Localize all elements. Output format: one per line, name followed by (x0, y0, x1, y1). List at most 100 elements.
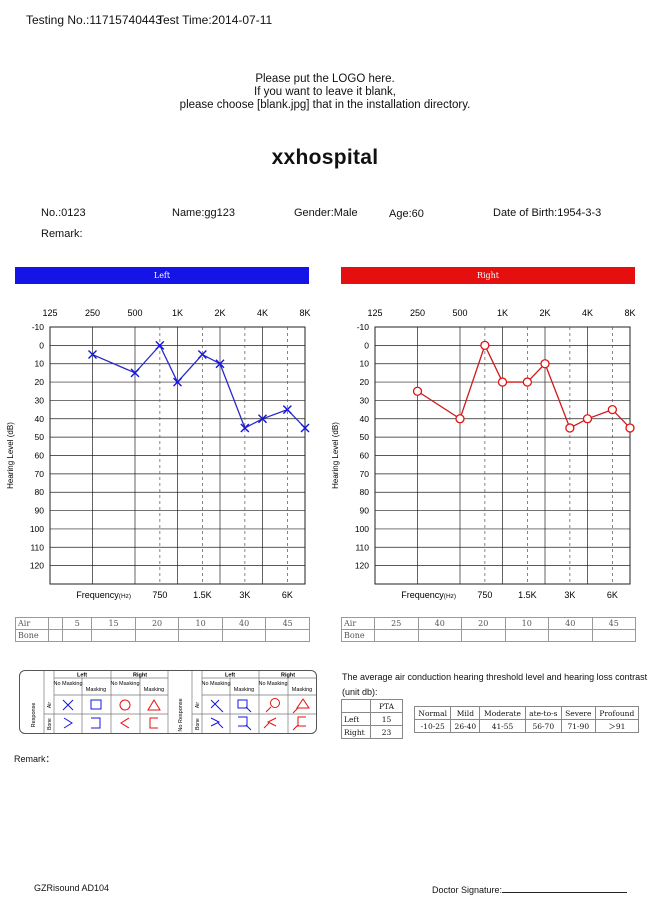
left-air-cell: 40 (221, 617, 267, 630)
logo-note-line3: please choose [blank.jpg] that in the in… (179, 99, 471, 111)
legend-bone: Bone (47, 718, 53, 730)
y-tick-label: 20 (360, 377, 370, 387)
y-tick-label: 120 (30, 561, 44, 571)
top-tick-label: 500 (452, 308, 467, 318)
right-air-cell: 20 (461, 617, 506, 630)
x-axis-unit: (Hz) (444, 593, 456, 600)
x-axis-label: Frequency(Hz) (401, 590, 456, 600)
y-axis-label: Hearing Level (dB) (6, 422, 15, 489)
legend-masking: Masking (144, 687, 164, 693)
grade-name: Severe (560, 706, 596, 720)
hearing-line (417, 343, 631, 429)
air-triangle-icon (147, 699, 161, 711)
nr-air-triangle-icon (296, 698, 310, 709)
y-tick-label: 70 (35, 469, 45, 479)
right-air-cell: 25 (374, 617, 419, 630)
data-point-circle-icon (607, 404, 618, 415)
legend-right-label-2: Right (281, 673, 295, 679)
top-tick-label: 4K (257, 308, 268, 318)
y-tick-label: 110 (355, 542, 369, 552)
legend-right-label: Right (133, 673, 147, 679)
y-tick-label: 50 (35, 432, 45, 442)
grade-range: 56-70 (524, 719, 562, 733)
data-point-circle-icon (412, 386, 423, 396)
data-point-x-icon (300, 423, 310, 433)
right-air-cell: 45 (591, 617, 636, 630)
data-point-x-icon (258, 414, 267, 424)
data-point-x-icon (282, 405, 292, 415)
left-ear-bar: Left (15, 267, 309, 284)
legend-air: Air (47, 702, 53, 708)
grade-name: ate-to-s (524, 706, 562, 720)
pta-right-label: Right (341, 725, 371, 739)
y-tick-label: 30 (360, 395, 370, 405)
y-tick-label: 90 (360, 506, 370, 516)
grade-range: 26-40 (450, 719, 481, 733)
summary-text: The average air conduction hearing thres… (342, 672, 648, 682)
left-values-table: Air 5 15 20 10 40 45 Bone (15, 617, 310, 642)
y-tick-label: -10 (32, 322, 45, 332)
doctor-signature-label: Doctor Signature: (432, 885, 503, 895)
right-ear-bar: Right (341, 267, 635, 284)
left-air-cell: 45 (265, 617, 310, 630)
right-audiogram: 125 250 500 1K 2K 4K 8K 750 1.5K 3K 6K -10 0 10 20 30 40… (331, 308, 636, 600)
nr-bone-lt-icon (266, 717, 277, 727)
legend-no-masking: No Masking (258, 681, 287, 687)
data-point-circle-icon (540, 359, 550, 369)
right-air-cell: 40 (417, 617, 462, 630)
y-tick-label: 100 (355, 524, 369, 534)
bone-bracket-icon (91, 717, 101, 729)
air-label: Air (341, 617, 375, 630)
left-bone-row: Bone (15, 629, 310, 642)
hospital-name: xxhospital (271, 146, 379, 169)
logo-note-line2: If you want to leave it blank, (254, 86, 396, 98)
summary-unit: (unit db): (342, 687, 378, 697)
y-tick-label: 0 (364, 340, 369, 350)
patient-number: No.:0123 (41, 207, 86, 219)
bottom-tick-label: 750 (477, 590, 492, 600)
top-tick-label: 8K (299, 308, 310, 318)
data-point-circle-icon (455, 414, 465, 424)
data-point-x-icon (197, 350, 207, 360)
bone-label: Bone (15, 629, 49, 642)
remark-label: Remark： (14, 754, 55, 764)
top-tick-label: 2K (214, 308, 225, 318)
nr-bone-bracket-icon (238, 716, 248, 727)
left-air-cell: 15 (91, 617, 136, 630)
pta-header: PTA (370, 699, 403, 713)
legend-no-masking: No Masking (201, 681, 230, 687)
data-point-circle-icon (522, 377, 533, 387)
y-tick-label: 0 (39, 340, 44, 350)
legend-masking: Masking (292, 687, 312, 693)
grade-range: ＞91 (594, 719, 640, 733)
left-air-cell: 20 (134, 617, 180, 630)
grade-range: 71-90 (560, 719, 596, 733)
data-point-circle-icon (565, 423, 575, 433)
legend-bone-2: Bone (195, 718, 201, 730)
top-tick-label: 250 (410, 308, 425, 318)
grade-name: Profound (594, 706, 640, 720)
top-tick-label: 250 (85, 308, 100, 318)
y-tick-label: 80 (360, 487, 370, 497)
y-tick-label: 100 (30, 524, 44, 534)
grade-table: Normal Mild Moderate ate-to-s Severe Pro… (413, 706, 640, 733)
air-label: Air (15, 617, 49, 630)
y-tick-label: 40 (360, 414, 370, 424)
nr-bone-bracket-right-icon (297, 716, 306, 727)
data-point-circle-icon (497, 377, 508, 387)
data-point-x-icon (240, 423, 250, 433)
legend-grid: Left Right Left Right No Masking Masking… (31, 671, 316, 733)
bone-bracket-right-icon (149, 717, 158, 729)
logo-note-line1: Please put the LOGO here. (255, 73, 395, 85)
legend-left-label-2: Left (225, 673, 235, 679)
symbol-legend: Left Right Left Right No Masking Masking… (19, 670, 317, 734)
data-point-x-icon (215, 359, 225, 369)
legend-air-2: Air (195, 702, 201, 708)
right-bone-row: Bone (341, 629, 636, 642)
air-circle-icon (119, 699, 131, 711)
data-point-circle-icon (625, 423, 635, 433)
bone-label: Bone (341, 629, 375, 642)
bottom-tick-label: 6K (282, 590, 293, 600)
top-tick-label: 2K (539, 308, 550, 318)
y-tick-label: 10 (360, 359, 370, 369)
